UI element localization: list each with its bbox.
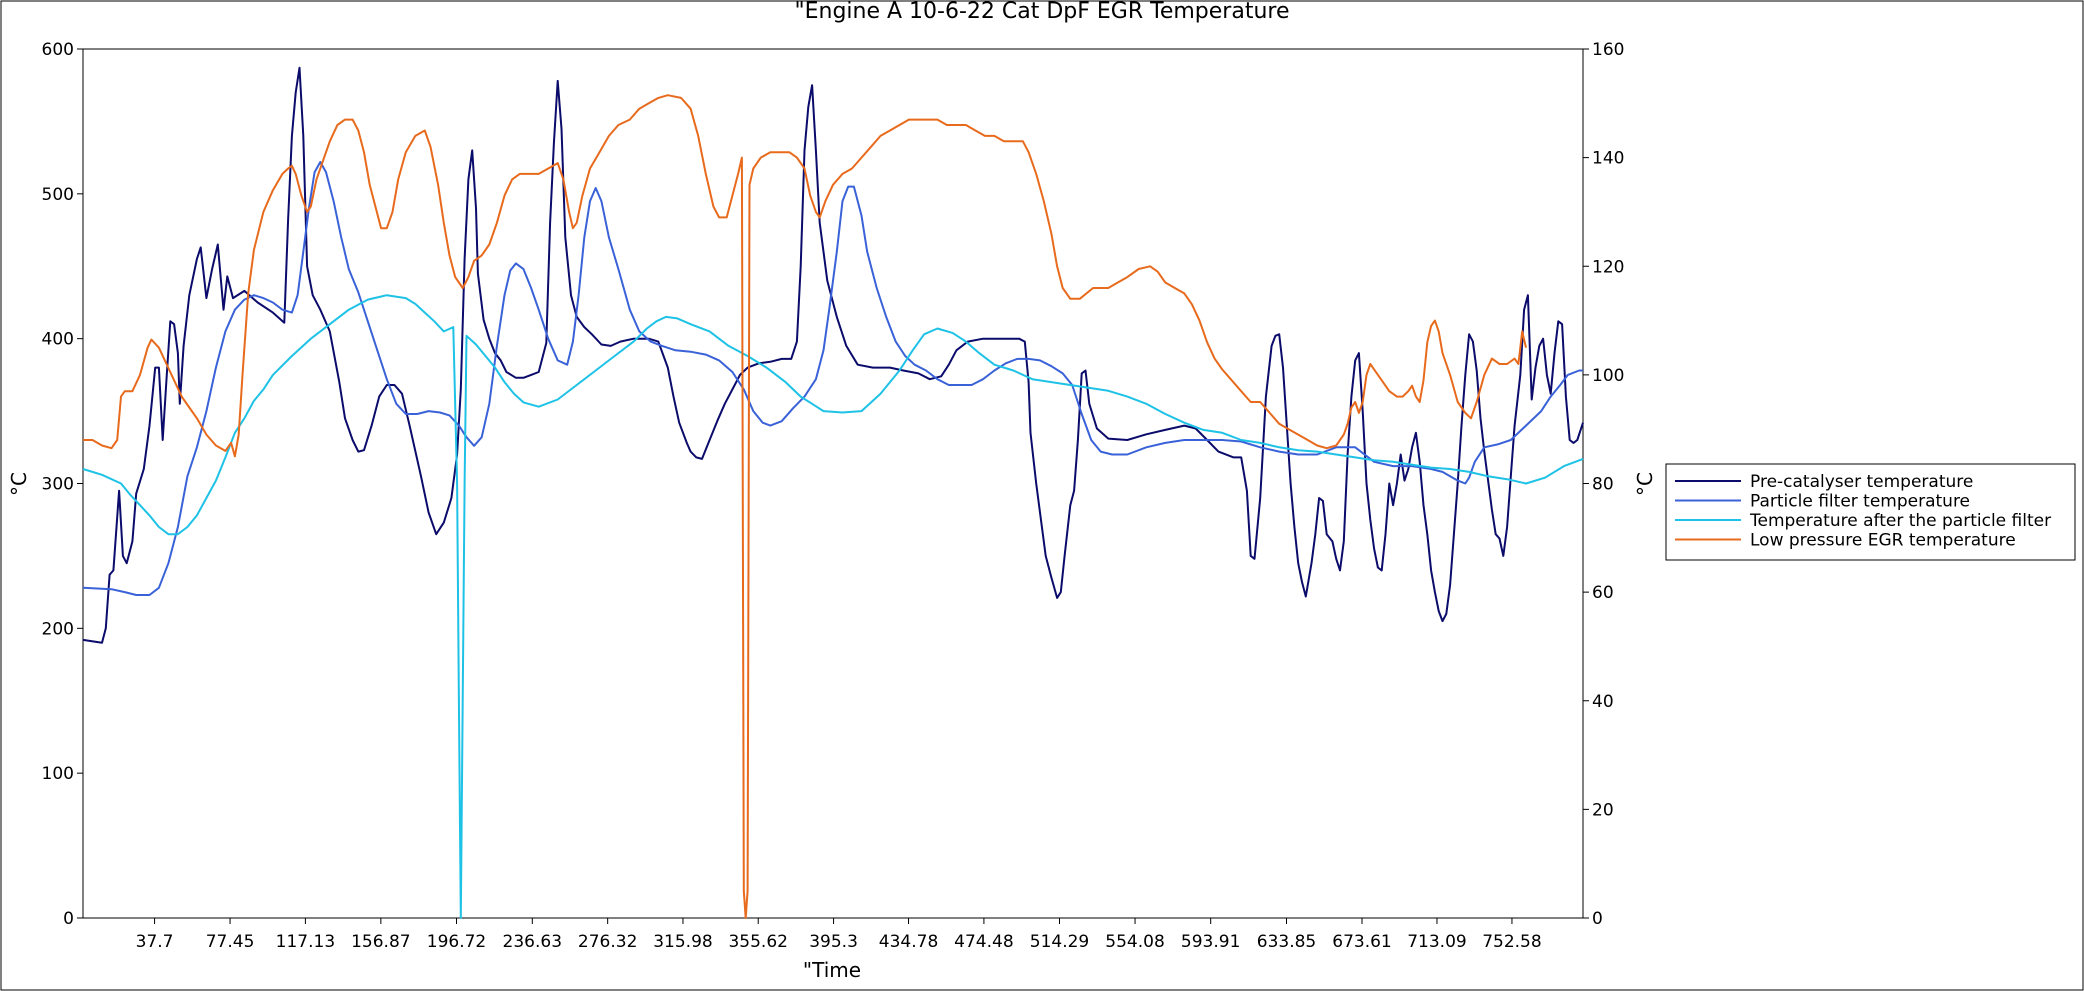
left-y-axis: 0 100 200 300 400 500 600 bbox=[42, 40, 83, 929]
x-tick-label: 37.7 bbox=[136, 932, 174, 952]
left-y-tick-label: 100 bbox=[42, 764, 74, 784]
right-y-axis: 0 20 40 60 80 100 120 140 160 bbox=[1583, 40, 1624, 929]
chart-title: "Engine A 10-6-22 Cat DpF EGR Temperatur… bbox=[794, 0, 1289, 24]
x-tick-label: 474.48 bbox=[954, 932, 1013, 952]
right-y-axis-label: °C bbox=[1633, 472, 1657, 496]
right-y-tick-label: 120 bbox=[1592, 257, 1624, 277]
x-tick-label: 355.62 bbox=[728, 932, 787, 952]
left-y-tick-label: 600 bbox=[42, 40, 74, 60]
left-y-tick-label: 300 bbox=[42, 475, 74, 495]
right-y-tick-label: 80 bbox=[1592, 475, 1614, 495]
right-y-tick-label: 60 bbox=[1592, 583, 1614, 603]
right-y-tick-label: 40 bbox=[1592, 692, 1614, 712]
x-tick-label: 713.09 bbox=[1407, 932, 1466, 952]
x-tick-label: 236.63 bbox=[503, 932, 562, 952]
right-y-tick-label: 140 bbox=[1592, 149, 1624, 169]
series-line-2 bbox=[82, 161, 1583, 596]
legend-label-4: Low pressure EGR temperature bbox=[1750, 531, 2016, 551]
x-tick-label: 77.45 bbox=[206, 932, 255, 952]
x-tick-label: 276.32 bbox=[578, 932, 637, 952]
x-tick-label: 315.98 bbox=[653, 932, 712, 952]
left-y-tick-label: 400 bbox=[42, 330, 74, 350]
x-tick-label: 633.85 bbox=[1257, 932, 1316, 952]
series-line-3 bbox=[82, 294, 1584, 919]
right-y-tick-label: 20 bbox=[1592, 800, 1614, 820]
x-tick-label: 554.08 bbox=[1105, 932, 1164, 952]
x-tick-label: 196.72 bbox=[427, 932, 486, 952]
left-y-tick-label: 0 bbox=[63, 909, 74, 929]
series-line-4 bbox=[83, 94, 1527, 919]
x-tick-label: 156.87 bbox=[351, 932, 410, 952]
right-y-tick-label: 160 bbox=[1592, 40, 1624, 60]
right-y-tick-label: 0 bbox=[1592, 909, 1603, 929]
series-line-1 bbox=[82, 66, 1584, 644]
x-tick-label: 434.78 bbox=[879, 932, 938, 952]
legend-label-3: Temperature after the particle filter bbox=[1749, 511, 2051, 531]
x-tick-label: 117.13 bbox=[276, 932, 335, 952]
x-axis-label: "Time bbox=[803, 958, 861, 982]
left-y-tick-label: 500 bbox=[42, 185, 74, 205]
x-tick-label: 593.91 bbox=[1181, 932, 1240, 952]
series-layer bbox=[82, 66, 1584, 919]
right-y-tick-label: 100 bbox=[1592, 366, 1624, 386]
legend-label-2: Particle filter temperature bbox=[1750, 492, 1970, 512]
left-y-tick-label: 200 bbox=[42, 619, 74, 639]
x-tick-label: 673.61 bbox=[1332, 932, 1391, 952]
x-axis: 37.7 77.45 117.13 156.87 196.72 236.63 276.32 3… bbox=[136, 918, 1542, 952]
legend-label-1: Pre-catalyser temperature bbox=[1750, 472, 1973, 492]
x-tick-label: 395.3 bbox=[809, 932, 858, 952]
left-y-axis-label: °C bbox=[7, 472, 31, 496]
x-tick-label: 514.29 bbox=[1030, 932, 1089, 952]
x-tick-label: 752.58 bbox=[1482, 932, 1541, 952]
